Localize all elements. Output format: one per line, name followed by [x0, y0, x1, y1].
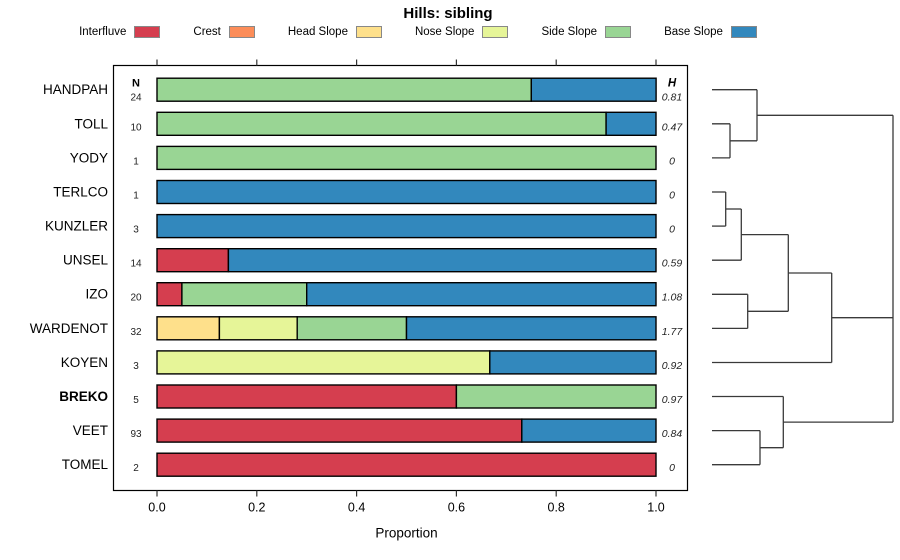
bar-segment — [489, 350, 657, 375]
n-value: 14 — [130, 259, 142, 270]
h-value: 0.84 — [662, 428, 683, 440]
row-label: TOLL — [74, 116, 108, 131]
h-value: 0.59 — [662, 258, 683, 270]
bar-segment — [605, 111, 657, 137]
bar-segment — [296, 316, 408, 341]
bar-segment — [156, 145, 657, 171]
bar-segment — [218, 316, 298, 341]
row-label: TOMEL — [62, 457, 109, 472]
row-label: UNSEL — [63, 253, 109, 268]
legend-swatch — [605, 26, 632, 38]
h-value: 0.81 — [662, 92, 682, 104]
plot-panel-border — [112, 64, 689, 492]
legend-item-side-slope: Side Slope — [541, 26, 632, 38]
legend-label: Interfluve — [79, 26, 127, 38]
legend-swatch — [134, 26, 161, 38]
bar-segment — [306, 282, 657, 307]
x-tick-label: 0.8 — [548, 501, 565, 515]
row-label: YODY — [70, 150, 108, 165]
h-value: 0 — [669, 155, 675, 167]
legend-swatch — [355, 26, 382, 38]
legend-item-crest: Crest — [193, 26, 255, 38]
row-label: KUNZLER — [45, 219, 108, 234]
h-value: 0 — [669, 462, 675, 474]
row-label: KOYEN — [61, 355, 108, 370]
n-value: 3 — [133, 225, 139, 236]
bar-segment — [156, 111, 607, 137]
n-value: 1 — [133, 191, 139, 202]
row-label: WARDENOT — [30, 321, 108, 336]
h-value: 0.97 — [662, 394, 684, 406]
h-value: 1.08 — [662, 292, 683, 304]
legend-swatch — [730, 26, 757, 38]
bar-segment — [530, 77, 657, 102]
legend-item-base-slope: Base Slope — [664, 26, 757, 38]
bar-segment — [521, 418, 657, 443]
legend-label: Head Slope — [287, 26, 348, 38]
x-tick-label: 0.0 — [148, 501, 165, 515]
bar-segment — [156, 179, 657, 205]
x-tick-label: 0.4 — [348, 501, 365, 515]
legend-swatch — [228, 26, 255, 38]
row-label: TERLCO — [53, 185, 108, 200]
h-value: 0 — [669, 190, 675, 202]
h-value: 0.47 — [662, 121, 684, 133]
legend-item-nose-slope: Nose Slope — [414, 26, 509, 38]
row-label: VEET — [73, 423, 108, 438]
row-label: IZO — [86, 287, 109, 302]
bar-segment — [156, 350, 491, 375]
n-value: 2 — [133, 463, 139, 474]
legend-label: Side Slope — [541, 26, 598, 38]
bar-segment — [455, 384, 657, 409]
bar-segment — [156, 384, 458, 409]
legend-swatch — [482, 26, 509, 38]
h-value: 0.92 — [662, 360, 683, 372]
n-value: 1 — [133, 156, 139, 167]
chart-title: Hills: sibling — [403, 5, 493, 22]
n-value: 20 — [130, 293, 142, 304]
bar-segment — [156, 316, 221, 341]
bar-segment — [156, 77, 532, 102]
n-value: 32 — [130, 327, 142, 338]
bar-segment — [156, 418, 523, 443]
x-tick-label: 0.2 — [248, 501, 265, 515]
n-value: 93 — [130, 429, 142, 440]
legend-label: Base Slope — [664, 26, 723, 38]
n-value: 5 — [133, 395, 139, 406]
legend-label: Crest — [193, 26, 221, 38]
h-value: 1.77 — [662, 326, 684, 338]
bar-segment — [227, 247, 657, 273]
h-header: H — [668, 78, 677, 90]
row-label: BREKO — [59, 389, 108, 404]
bar-segment — [405, 316, 657, 341]
n-value: 24 — [130, 93, 142, 104]
n-header: N — [132, 78, 140, 90]
n-value: 10 — [130, 122, 142, 133]
row-label: HANDPAH — [43, 82, 108, 97]
bar-segment — [181, 282, 308, 307]
x-tick-label: 0.6 — [448, 501, 465, 515]
legend-item-head-slope: Head Slope — [288, 26, 382, 38]
legend-label: Nose Slope — [414, 26, 475, 38]
legend: Interfluve Crest Head Slope Nose Slope Side … — [0, 26, 836, 38]
n-value: 3 — [133, 361, 139, 372]
h-value: 0 — [669, 224, 675, 236]
x-tick-label: 1.0 — [647, 501, 664, 515]
x-axis-title: Proportion — [375, 526, 437, 541]
bar-segment — [156, 247, 230, 273]
legend-item-interfluve: Interfluve — [79, 26, 161, 38]
bar-segment — [156, 282, 183, 307]
bar-segment — [156, 213, 657, 239]
bar-segment — [156, 452, 657, 477]
